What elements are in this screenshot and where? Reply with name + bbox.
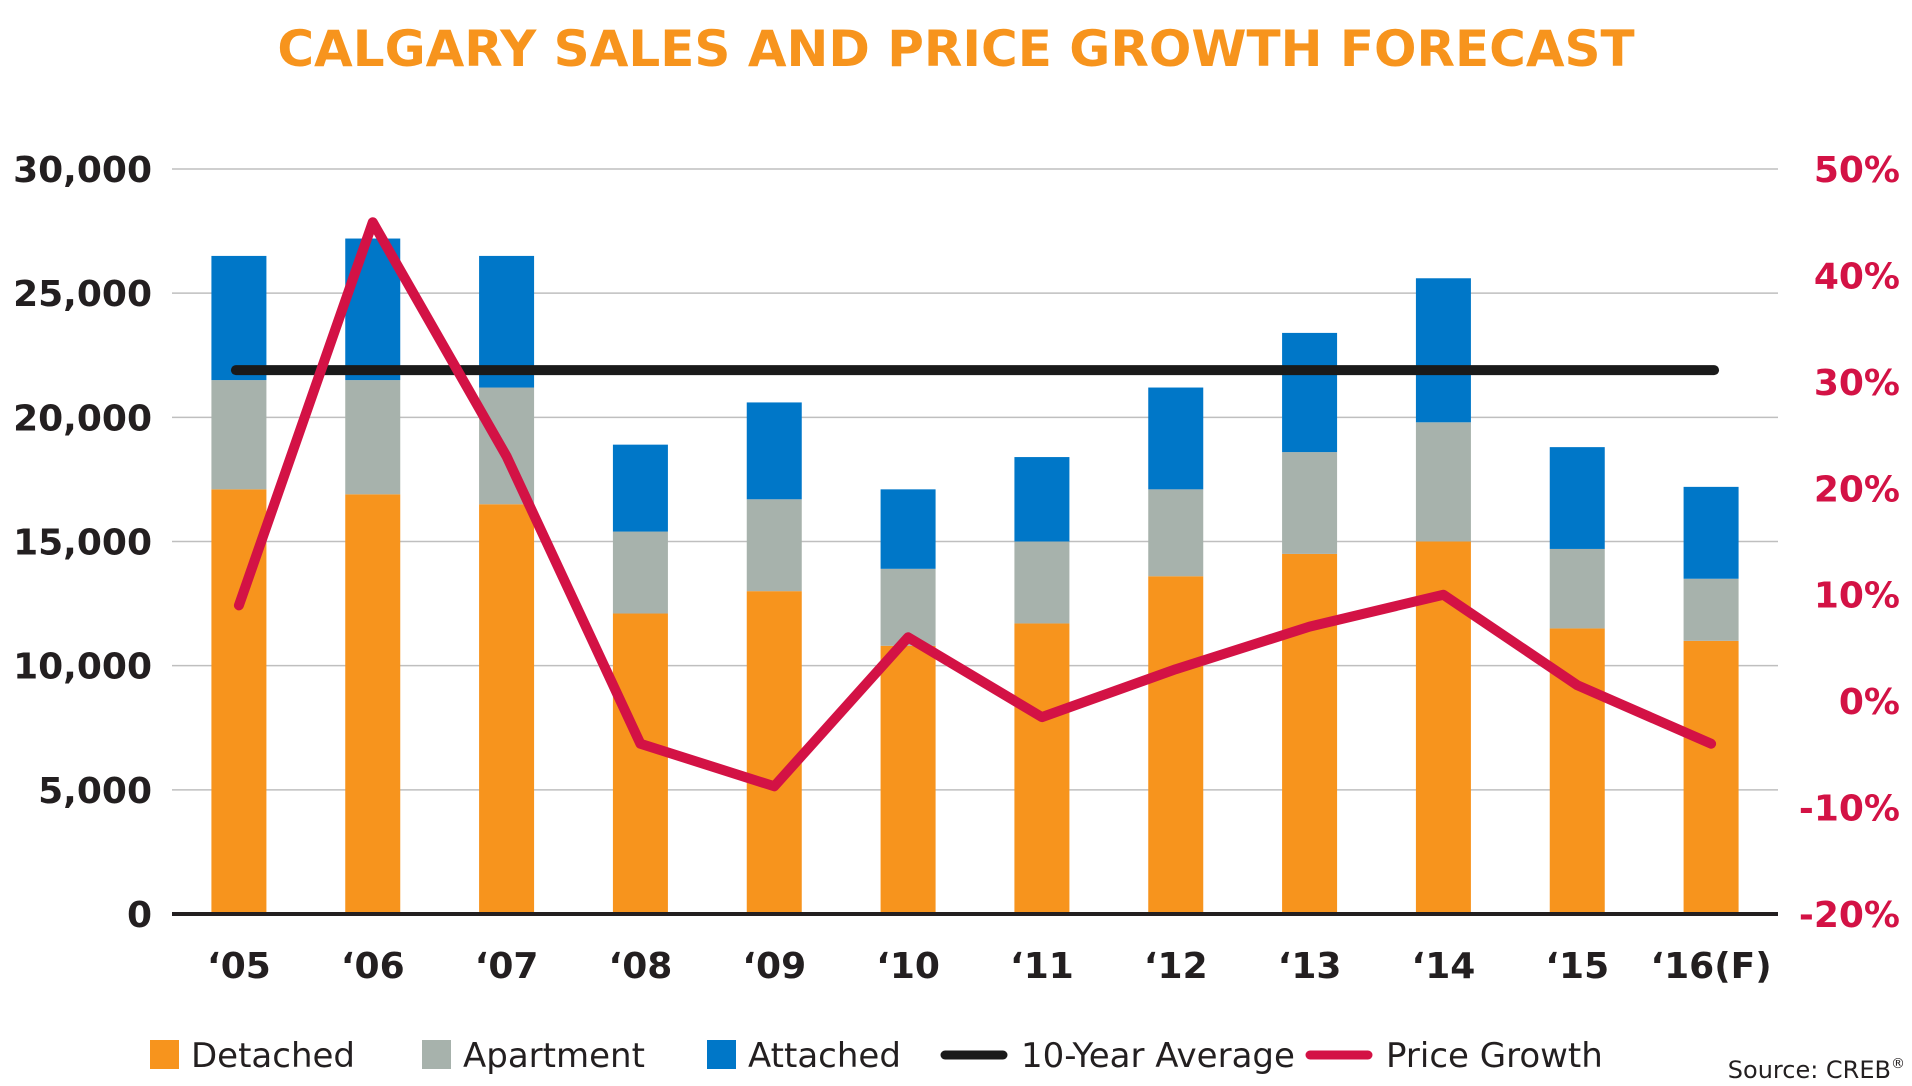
bar-apartment: [211, 380, 267, 490]
y-left-tick-label: 5,000: [38, 771, 152, 812]
y-right-tick-label: 50%: [1814, 150, 1900, 191]
y-right-tick-label: 10%: [1814, 576, 1900, 617]
y-right-tick-label: -10%: [1799, 789, 1900, 830]
y-right-tick-label: 40%: [1814, 256, 1900, 297]
legend-label-10-year-average: 10-Year Average: [1021, 1036, 1295, 1076]
source-note: Source: CREB®: [1728, 1056, 1905, 1084]
bar-detached: [1014, 623, 1070, 914]
legend-swatch-apartment: [422, 1040, 451, 1069]
bar-attached: [746, 402, 802, 500]
bar-detached: [345, 494, 401, 914]
bar-apartment: [1148, 489, 1204, 577]
y-left-tick-label: 20,000: [13, 398, 152, 439]
bar-attached: [1683, 486, 1739, 579]
bar-attached: [880, 489, 936, 569]
axes: 0 5,000 10,000 15,000 20,000 25,000 30,000 -20%…: [13, 150, 1900, 987]
y-right-tick-label: -20%: [1799, 895, 1900, 936]
bar-layer: [211, 238, 1739, 914]
x-tick-label: ‘07: [475, 946, 539, 987]
registered-mark: ®: [1891, 1056, 1905, 1072]
bar-detached: [746, 591, 802, 914]
x-tick-label: ‘15: [1545, 946, 1609, 987]
bar-detached: [880, 645, 936, 914]
x-tick-label: ‘09: [742, 946, 806, 987]
bar-attached: [1282, 332, 1338, 453]
legend-label-attached: Attached: [748, 1036, 901, 1076]
bar-apartment: [1549, 548, 1605, 629]
bar-apartment: [1014, 541, 1070, 624]
y-right-tick-label: 0%: [1839, 682, 1900, 723]
x-tick-label: ‘14: [1412, 946, 1476, 987]
chart-title: CALGARY SALES AND PRICE GROWTH FORECAST: [277, 20, 1634, 78]
x-tick-label: ‘08: [609, 946, 673, 987]
bar-detached: [612, 613, 668, 914]
x-tick-label: ‘11: [1010, 946, 1074, 987]
x-tick-label: ‘13: [1278, 946, 1342, 987]
x-tick-label: ‘16(F): [1650, 946, 1771, 987]
bar-detached: [479, 504, 535, 914]
y-left-tick-label: 25,000: [13, 274, 152, 315]
legend-label-apartment: Apartment: [463, 1036, 645, 1076]
bar-attached: [1148, 387, 1204, 490]
bar-apartment: [1282, 452, 1338, 554]
bar-apartment: [612, 531, 668, 614]
bar-attached: [1415, 278, 1471, 423]
x-tick-label: ‘12: [1144, 946, 1208, 987]
y-left-tick-label: 15,000: [13, 523, 152, 564]
bar-attached: [1014, 457, 1070, 542]
legend-swatch-detached: [150, 1040, 179, 1069]
y-left-tick-label: 30,000: [13, 150, 152, 191]
legend: Detached Apartment Attached 10-Year Average…: [150, 1036, 1603, 1076]
bar-detached: [1282, 553, 1338, 914]
legend-swatch-attached: [707, 1040, 736, 1069]
bar-attached: [1549, 447, 1605, 549]
legend-label-detached: Detached: [191, 1036, 355, 1076]
y-left-tick-label: 10,000: [13, 647, 152, 688]
line-price-growth: [233, 217, 1717, 792]
x-tick-label: ‘10: [876, 946, 940, 987]
bar-apartment: [345, 380, 401, 495]
y-right-tick-label: 20%: [1814, 469, 1900, 510]
bar-apartment: [746, 499, 802, 592]
bar-attached: [211, 255, 267, 381]
x-tick-label: ‘05: [207, 946, 271, 987]
legend-label-price-growth: Price Growth: [1386, 1036, 1603, 1076]
line-layer: [230, 217, 1720, 792]
bar-detached: [1683, 640, 1739, 914]
bar-attached: [612, 444, 668, 532]
y-left-tick-label: 0: [127, 895, 152, 936]
gridlines: [172, 168, 1778, 791]
y-right-tick-label: 30%: [1814, 363, 1900, 404]
bar-apartment: [1683, 578, 1739, 641]
bar-detached: [1148, 576, 1204, 914]
bar-apartment: [1415, 422, 1471, 542]
source-text: Source: CREB: [1728, 1056, 1891, 1084]
x-tick-label: ‘06: [341, 946, 405, 987]
